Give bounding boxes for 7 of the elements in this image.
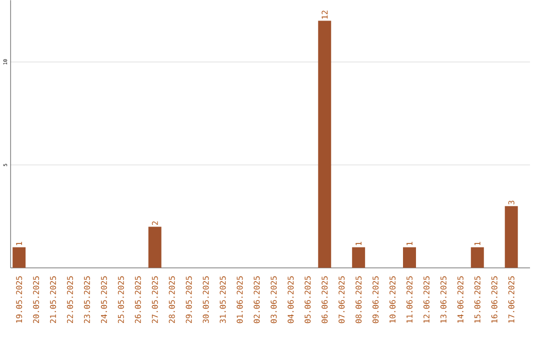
bar bbox=[148, 226, 162, 268]
bar bbox=[12, 247, 26, 268]
bar bbox=[504, 206, 518, 268]
bar bbox=[470, 247, 484, 268]
bar bbox=[318, 20, 332, 268]
bar bbox=[352, 247, 366, 268]
bar bbox=[403, 247, 416, 268]
